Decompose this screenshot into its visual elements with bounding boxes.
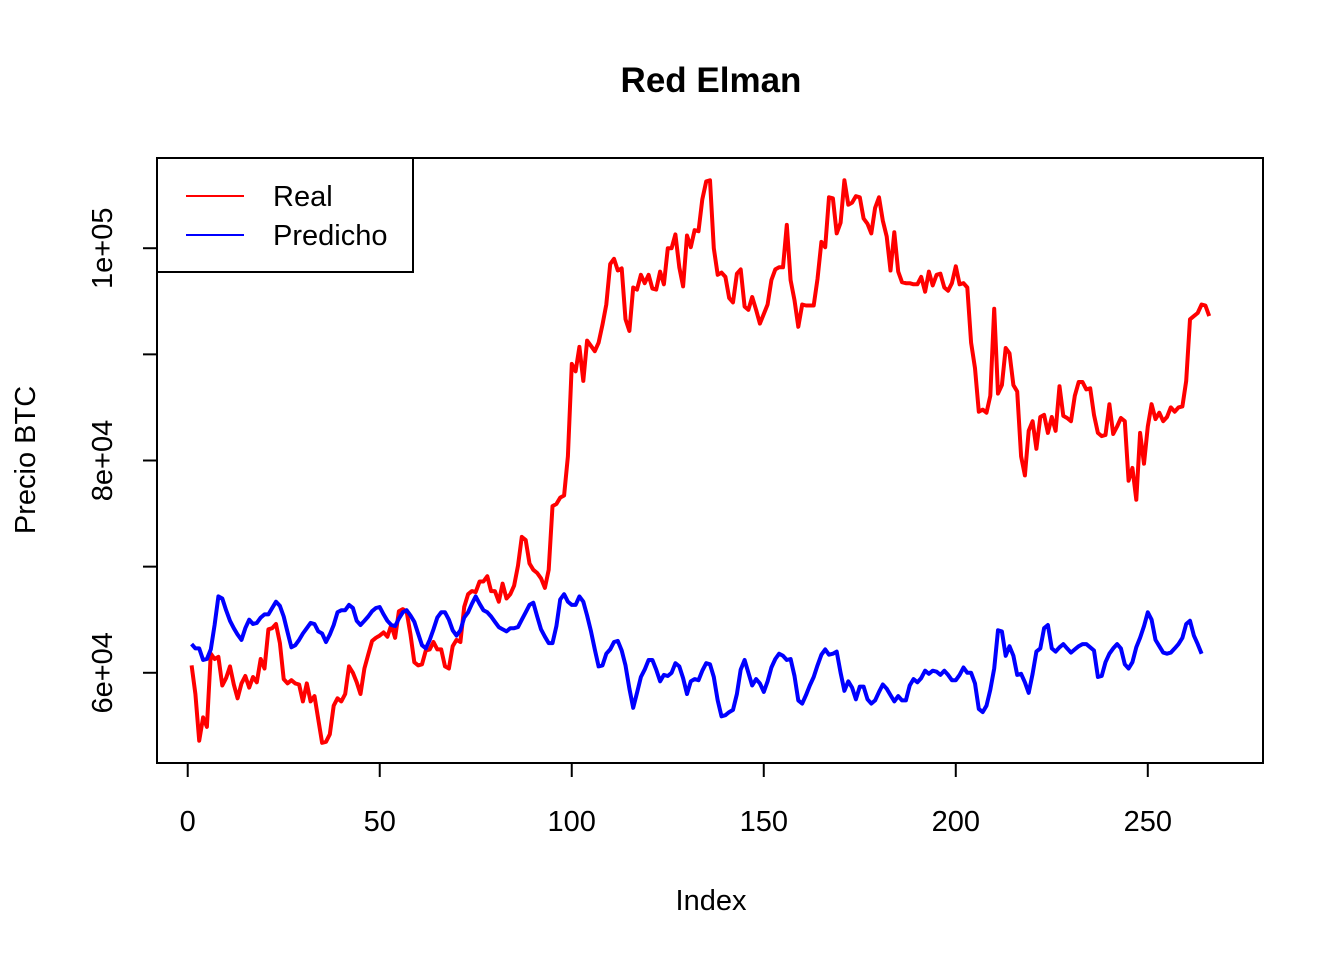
legend-box [157,158,413,272]
legend-label-real: Real [273,181,333,213]
legend-label-predicho: Predicho [273,220,387,252]
x-axis-label: Index [676,885,747,917]
y-tick-label: 1e+05 [87,207,119,288]
y-tick-label: 6e+04 [87,632,119,713]
y-tick-label: 8e+04 [87,420,119,501]
x-axis: 0 50 100 150 200 250 [180,763,1172,838]
y-axis-label: Precio BTC [10,386,42,534]
y-axis: 6e+04 8e+04 1e+05 [87,207,157,713]
x-tick-label: 50 [364,806,396,838]
x-tick-label: 0 [180,806,196,838]
legend: Real Predicho [157,158,413,272]
x-tick-label: 200 [932,806,980,838]
x-tick-label: 250 [1124,806,1172,838]
chart-title: Red Elman [621,61,802,100]
x-tick-label: 100 [548,806,596,838]
x-tick-label: 150 [740,806,788,838]
